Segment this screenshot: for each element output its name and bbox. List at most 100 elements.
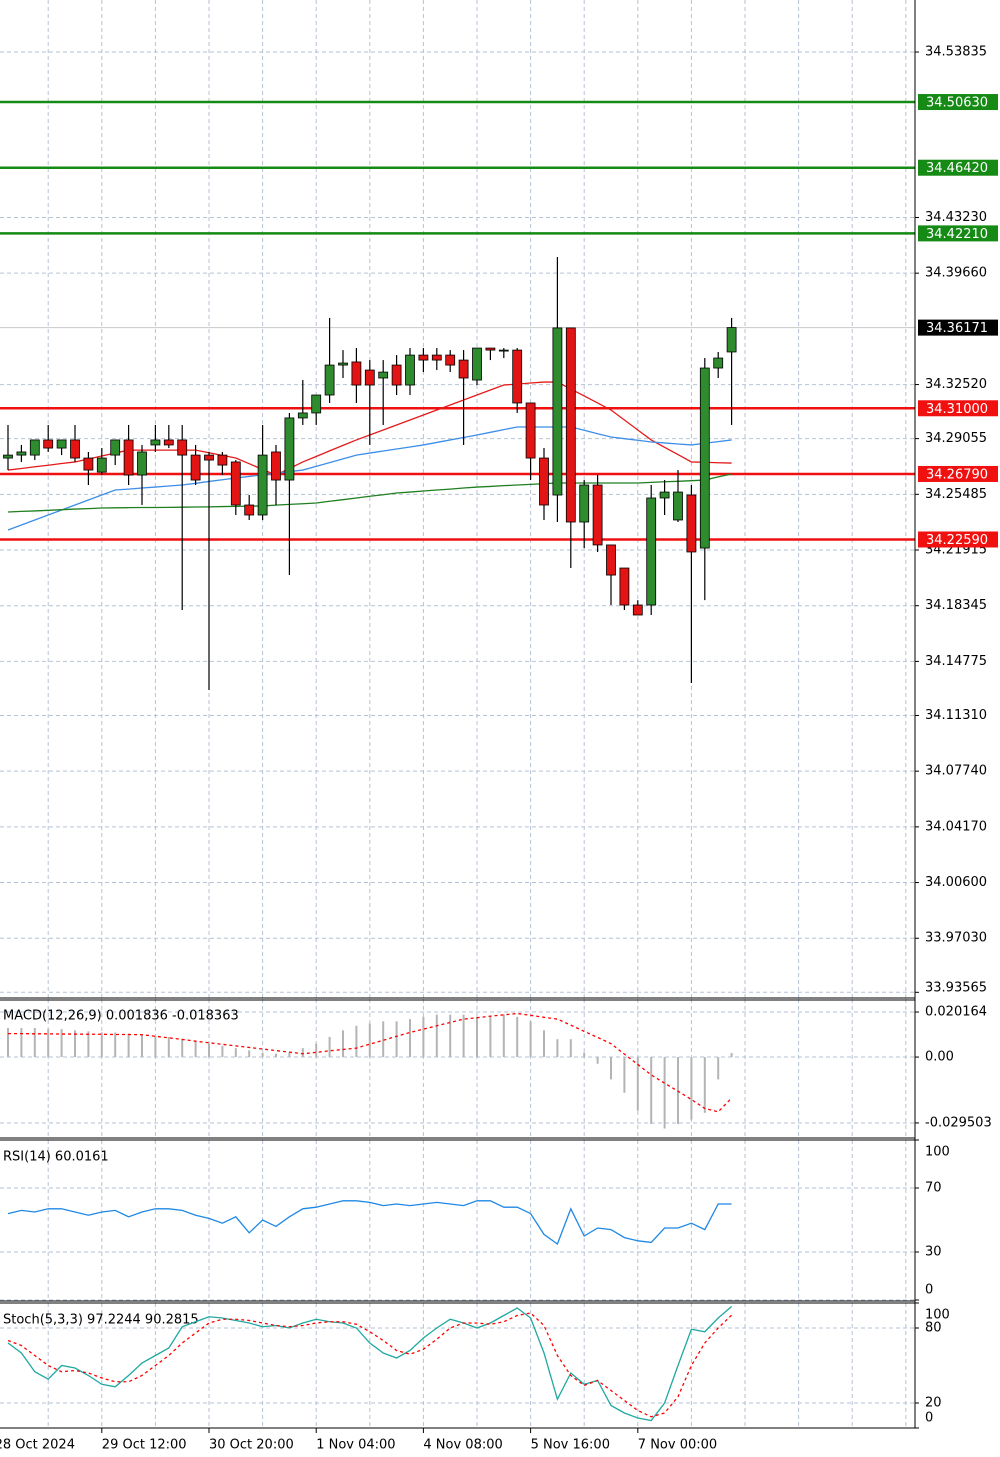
x-tick-label: 4 Nov 08:00 (423, 1438, 502, 1453)
candle-body (726, 327, 737, 353)
candle-body (271, 451, 281, 481)
y-tick-label: 34.32520 (925, 377, 987, 392)
level-label: 34.50630 (926, 96, 988, 111)
x-tick-label: 1 Nov 04:00 (316, 1438, 395, 1453)
candle-body (592, 484, 603, 546)
y-tick-label: 34.25485 (925, 487, 987, 502)
y-tick-label: 20 (925, 1396, 942, 1411)
candle-body (458, 359, 469, 379)
candle-body (230, 461, 241, 506)
candle-body (96, 457, 107, 473)
candle-body (150, 439, 161, 446)
level-label-box (918, 465, 998, 482)
candle-body (137, 451, 147, 476)
indicator-line (7, 1200, 732, 1246)
candle-body (579, 484, 590, 523)
candle-body (485, 347, 496, 351)
candle-body (311, 394, 322, 414)
candle-body (244, 504, 255, 516)
signal-line (8, 1012, 733, 1113)
level-label-box (918, 225, 998, 242)
candle-body (297, 412, 308, 419)
current-price-label: 34.36171 (926, 321, 988, 336)
candle-body (217, 454, 228, 466)
y-tick-label: 34.04170 (925, 819, 987, 834)
y-tick-label: 34.18345 (925, 598, 987, 613)
x-tick-label: 28 Oct 2024 (0, 1438, 75, 1453)
y-tick-label: -0.029503 (925, 1115, 992, 1130)
candle-body (659, 491, 670, 499)
level-label: 34.42210 (926, 227, 988, 242)
candle-body (163, 439, 174, 446)
y-tick-label: 70 (925, 1181, 942, 1196)
level-label-box (918, 94, 998, 111)
level-label-box (918, 531, 998, 548)
current-price-box (918, 319, 998, 336)
x-tick-label: 29 Oct 12:00 (102, 1438, 187, 1453)
indicator-line (7, 1305, 733, 1422)
y-tick-label: 34.00600 (925, 875, 987, 890)
y-tick-label: 34.11310 (925, 708, 987, 723)
level-label: 34.22590 (926, 533, 988, 548)
y-tick-label: 0 (925, 1283, 933, 1298)
candle-body (632, 604, 643, 616)
candle-body (418, 354, 429, 361)
candle-body (284, 417, 295, 481)
y-tick-label: 0.020164 (925, 1005, 987, 1020)
y-tick-label: 0 (925, 1411, 933, 1426)
candle-body (498, 349, 509, 352)
y-tick-label: 0.00 (925, 1050, 954, 1065)
candle-body (391, 364, 402, 386)
y-tick-label: 34.43230 (925, 210, 987, 225)
x-tick-label: 5 Nov 16:00 (531, 1438, 610, 1453)
candle-body (686, 494, 697, 553)
y-tick-label: 100 (925, 1308, 950, 1323)
candle-body (646, 497, 657, 606)
candle-body (56, 439, 67, 449)
candle-body (378, 371, 389, 379)
y-tick-label: 80 (925, 1321, 942, 1336)
candle-body (565, 327, 576, 523)
y-tick-label: 34.39660 (925, 266, 987, 281)
candle-body (405, 354, 415, 386)
candle-body (472, 347, 482, 381)
candle-body (70, 439, 80, 459)
moving-average (7, 426, 732, 531)
candle-body (364, 369, 375, 386)
candle-body (512, 349, 523, 404)
candle-body (177, 439, 188, 456)
x-tick-label: 7 Nov 00:00 (638, 1438, 717, 1453)
candle-body (606, 544, 616, 576)
y-tick-label: 34.29055 (925, 431, 987, 446)
level-label: 34.26790 (926, 467, 988, 482)
y-tick-label: 34.53835 (925, 45, 987, 60)
level-label-box (918, 159, 998, 176)
candle-body (552, 327, 563, 496)
candle-body (673, 491, 683, 521)
candle-body (338, 362, 348, 366)
y-tick-label: 100 (925, 1145, 950, 1160)
indicator-line (7, 1312, 733, 1418)
y-tick-label: 34.07740 (925, 764, 987, 779)
indicator-title: Stoch(5,3,3) 97.2244 90.2815 (3, 1313, 199, 1328)
candle-body (16, 451, 27, 456)
y-tick-label: 30 (925, 1245, 942, 1260)
candle-body (351, 361, 362, 386)
candle-body (257, 454, 268, 516)
candle-body (29, 439, 40, 456)
y-tick-label: 33.93565 (925, 981, 987, 996)
candle-body (3, 454, 13, 459)
y-tick-label: 34.14775 (925, 654, 987, 669)
indicator-title: MACD(12,26,9) 0.001836 -0.018363 (3, 1009, 239, 1024)
candle-body (525, 402, 536, 459)
level-label: 34.46420 (926, 161, 988, 176)
candle-body (619, 567, 630, 606)
candle-body (43, 439, 54, 449)
candle-body (83, 457, 94, 471)
candle-body (204, 454, 214, 461)
y-tick-label: 33.97030 (925, 931, 987, 946)
level-label-box (918, 400, 998, 417)
candle-body (190, 454, 201, 481)
